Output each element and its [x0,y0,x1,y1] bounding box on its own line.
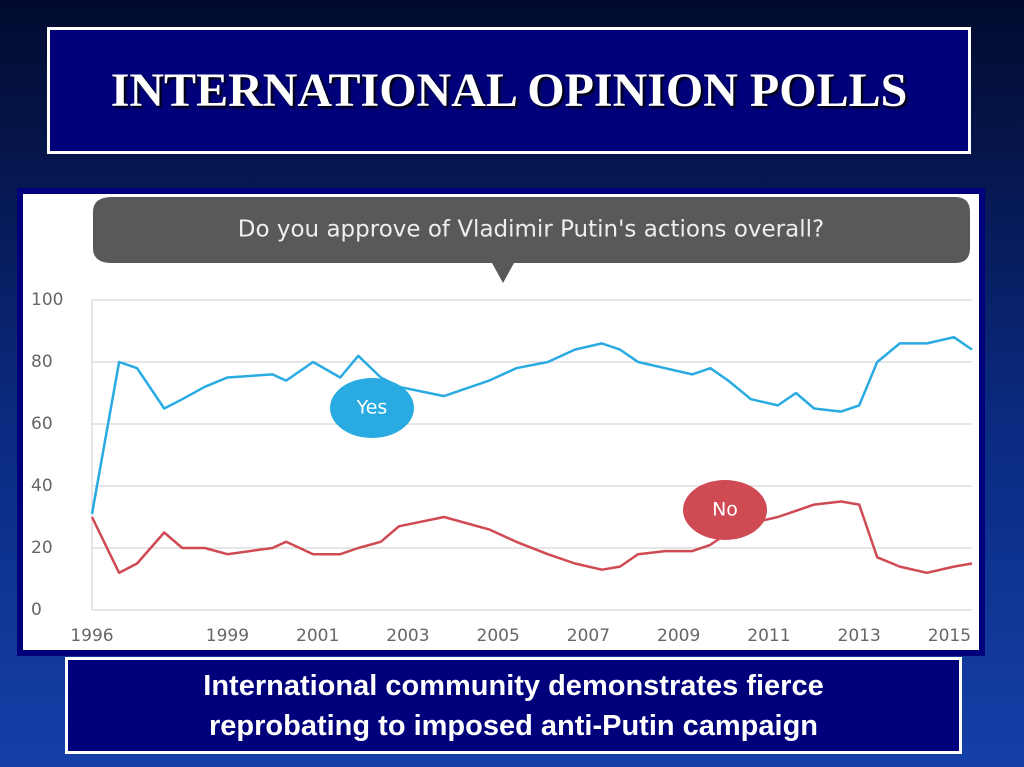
chart-title: Do you approve of Vladimir Putin's actio… [238,217,824,243]
caption: International community demonstrates fie… [65,657,962,754]
legend-label: Yes [356,397,388,419]
x-tick-label: 2001 [296,626,339,646]
legend-bubble [683,480,767,540]
series-line [90,500,973,575]
y-tick-label: 40 [31,476,53,496]
x-tick-label: 2013 [838,626,881,646]
y-tick-label: 20 [31,538,53,558]
legend-bubble [330,378,414,438]
x-tick-label: 1996 [70,626,113,646]
slide-title: INTERNATIONAL OPINION POLLS [47,27,971,154]
y-tick-label: 100 [31,290,63,310]
series-line [90,335,973,515]
y-tick-label: 60 [31,414,53,434]
legend-label: No [712,499,738,521]
x-tick-label: 2015 [928,626,971,646]
question-bubble [93,197,970,283]
chart: Do you approve of Vladimir Putin's actio… [23,194,979,650]
x-tick-label: 2003 [386,626,429,646]
x-tick-label: 2007 [567,626,610,646]
x-tick-label: 2009 [657,626,700,646]
y-tick-label: 0 [31,600,42,620]
x-tick-label: 1999 [206,626,249,646]
x-tick-label: 2011 [747,626,790,646]
chart-frame: Do you approve of Vladimir Putin's actio… [17,188,985,656]
y-tick-label: 80 [31,352,53,372]
x-tick-label: 2005 [477,626,520,646]
